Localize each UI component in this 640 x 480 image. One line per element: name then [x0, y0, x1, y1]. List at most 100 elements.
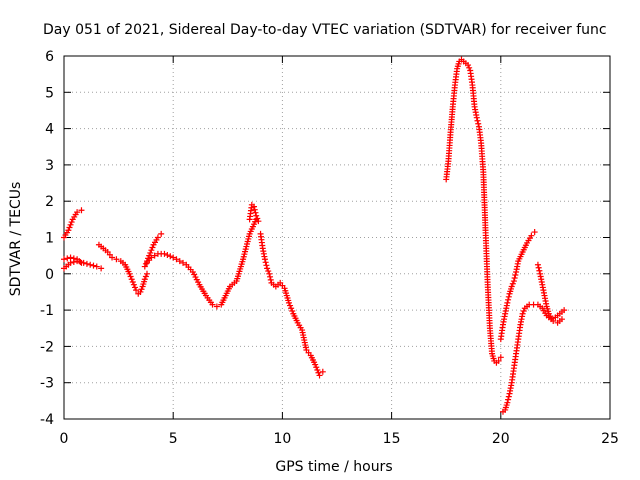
data-point [265, 268, 272, 275]
data-point [528, 232, 535, 239]
series-seg-i [443, 56, 504, 366]
data-point [465, 62, 472, 69]
y-tick-label: -4 [40, 412, 54, 428]
data-point [98, 265, 105, 272]
data-point [466, 64, 473, 71]
y-axis-label: SDTVAR / TECUs [8, 182, 24, 297]
data-point [505, 293, 512, 300]
data-point [264, 265, 271, 272]
y-tick-label: 2 [45, 194, 54, 210]
data-marks [61, 56, 568, 415]
x-tick-label: 0 [60, 431, 69, 447]
data-point [254, 215, 261, 222]
data-point [113, 256, 120, 263]
data-point [253, 212, 260, 219]
data-point [148, 254, 155, 261]
data-point [251, 206, 258, 213]
data-point [130, 281, 137, 288]
data-point [128, 276, 135, 283]
y-tick-label: 0 [45, 267, 54, 283]
series-seg-g [246, 201, 262, 225]
data-point [127, 273, 134, 280]
data-point [508, 283, 515, 290]
series-seg-d [95, 241, 150, 297]
data-point [68, 219, 75, 226]
data-point [167, 253, 174, 260]
data-point [312, 361, 319, 368]
data-point [536, 267, 543, 274]
series-seg-j [497, 229, 538, 343]
data-point [149, 244, 156, 251]
data-point [173, 256, 180, 263]
data-point [287, 302, 294, 309]
data-point [170, 254, 177, 261]
data-point [151, 252, 158, 259]
data-point [262, 259, 269, 266]
data-point [158, 230, 165, 237]
data-point [558, 316, 565, 323]
data-point [511, 275, 518, 282]
x-tick-label: 15 [383, 431, 401, 447]
data-point [289, 308, 296, 315]
data-point [474, 117, 481, 124]
series-seg-l [534, 261, 565, 326]
data-point [61, 256, 67, 263]
data-point [261, 256, 268, 263]
data-point [209, 301, 216, 308]
data-point [137, 288, 144, 295]
data-point [161, 250, 168, 257]
data-point [148, 247, 155, 254]
data-point [504, 399, 511, 406]
data-point [143, 270, 150, 277]
chart-title: Day 051 of 2021, Sidereal Day-to-day VTE… [43, 22, 607, 38]
data-point [126, 270, 133, 277]
data-point [67, 254, 74, 261]
data-point [509, 280, 516, 287]
data-point [213, 303, 220, 310]
data-point [138, 286, 145, 293]
data-point [66, 224, 73, 231]
data-point [142, 260, 149, 267]
y-tick-label: 3 [45, 158, 54, 174]
data-point [510, 278, 517, 285]
series-seg-c [61, 254, 85, 266]
series-seg-h [257, 230, 326, 379]
data-point [251, 203, 258, 210]
data-point [519, 310, 526, 317]
x-axis-label: GPS time / hours [275, 459, 392, 475]
data-point [285, 299, 292, 306]
data-point [252, 209, 259, 216]
axes: -4 -3 -2 -1 0 1 2 3 4 5 6 0 5 10 15 20 25 [40, 49, 619, 447]
data-point [561, 307, 568, 314]
data-point [535, 264, 542, 271]
data-point [495, 357, 502, 364]
data-point [129, 278, 136, 285]
data-point [176, 258, 183, 265]
data-point [83, 260, 90, 267]
data-point [512, 272, 519, 279]
y-tick-label: 5 [45, 85, 54, 101]
data-point [90, 262, 97, 269]
data-point [475, 120, 482, 127]
data-point [314, 366, 321, 373]
data-point [473, 114, 480, 121]
grid [64, 56, 610, 419]
data-point [504, 299, 511, 306]
data-point [180, 259, 187, 266]
data-point [319, 368, 326, 375]
x-tick-label: 10 [273, 431, 291, 447]
data-point [87, 261, 94, 268]
series-seg-f [143, 216, 260, 310]
data-point [78, 207, 85, 214]
data-point [313, 364, 320, 371]
data-point [65, 227, 72, 234]
data-point [534, 261, 541, 268]
data-point [255, 218, 262, 225]
data-point [142, 273, 149, 280]
data-point [266, 270, 273, 277]
x-tick-label: 5 [169, 431, 178, 447]
data-point [147, 249, 154, 256]
y-tick-label: 4 [45, 122, 54, 138]
y-tick-label: -1 [40, 303, 54, 319]
